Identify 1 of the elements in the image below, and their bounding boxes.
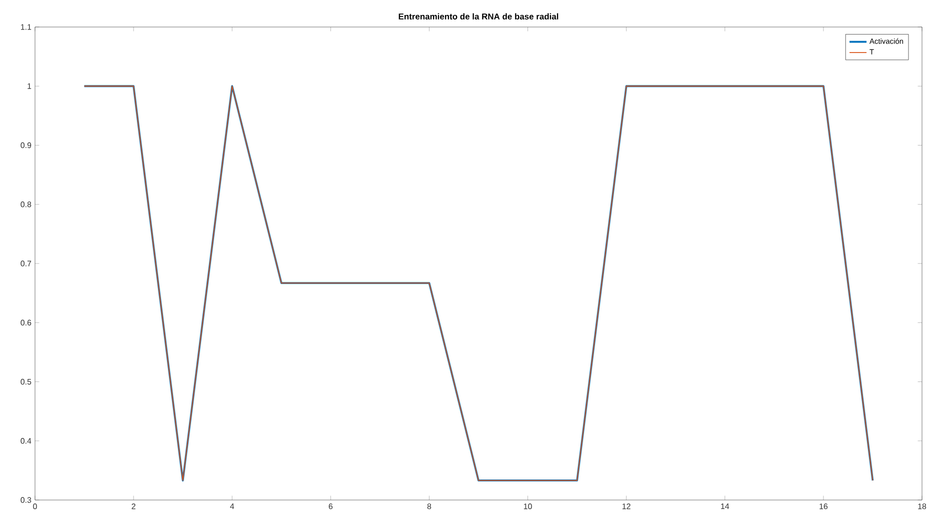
chart-title: Entrenamiento de la RNA de base radial <box>398 13 558 20</box>
